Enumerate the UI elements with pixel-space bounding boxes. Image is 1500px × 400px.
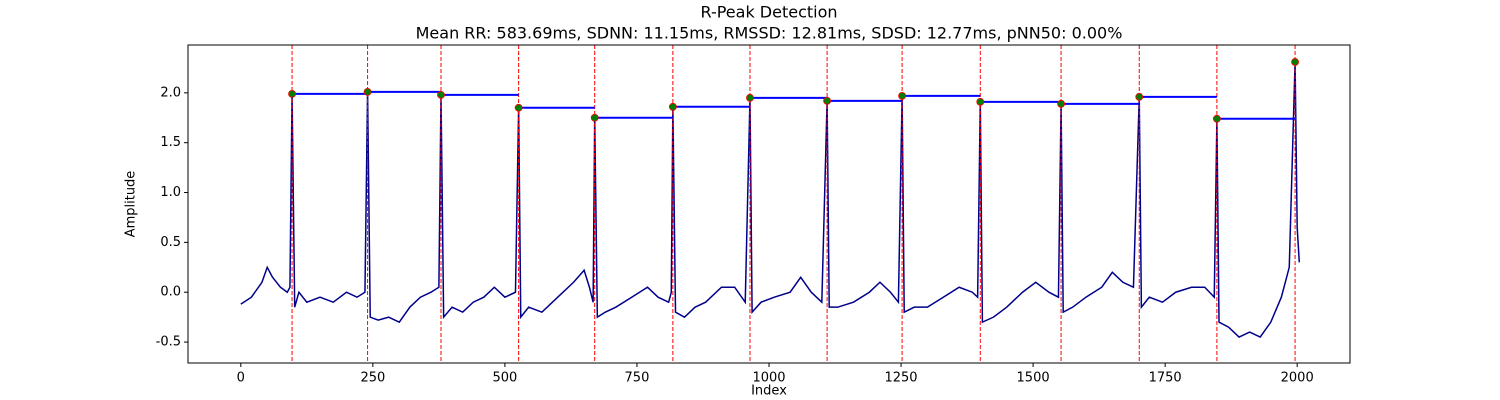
peak-point [746,93,754,102]
x-tick-label: 2000 [1281,371,1314,386]
y-tick-label: -0.5 [156,335,181,350]
peak-point [976,97,985,106]
x-tick-label: 1000 [752,371,785,386]
y-tick-label: 1.0 [160,185,181,200]
peak-point [1057,99,1065,108]
x-axis-label: Index [751,384,787,399]
peak-point [668,102,677,111]
peak-point [1212,114,1221,123]
peak-point [590,113,599,122]
x-tick-label: 1500 [1017,371,1050,386]
peak-point [1291,58,1299,66]
x-tick-label: 0 [237,371,245,386]
y-axis-label: Amplitude [124,171,139,238]
x-tick-label: 250 [360,371,385,386]
y-tick-label: 1.5 [160,135,181,150]
peak-point [823,96,831,105]
peak-point [1135,92,1144,101]
x-tick-label: 750 [625,371,650,386]
peak-point [437,90,445,99]
y-tick-label: 0.5 [160,235,181,250]
x-tick-label: 500 [492,371,517,386]
y-tick-label: 2.0 [160,85,181,100]
peak-point [288,89,296,98]
y-tick-label: 0.0 [160,285,181,300]
chart-title: R-Peak Detection [700,3,837,22]
plot-frame [187,44,1351,364]
chart-subtitle: Mean RR: 583.69ms, SDNN: 11.15ms, RMSSD:… [416,24,1123,43]
x-tick-label: 1750 [1149,371,1182,386]
ecg-signal [240,61,1301,339]
peak-point [514,103,523,112]
peak-point [363,87,372,96]
peak-point [898,91,907,100]
x-tick-label: 1250 [884,371,917,386]
